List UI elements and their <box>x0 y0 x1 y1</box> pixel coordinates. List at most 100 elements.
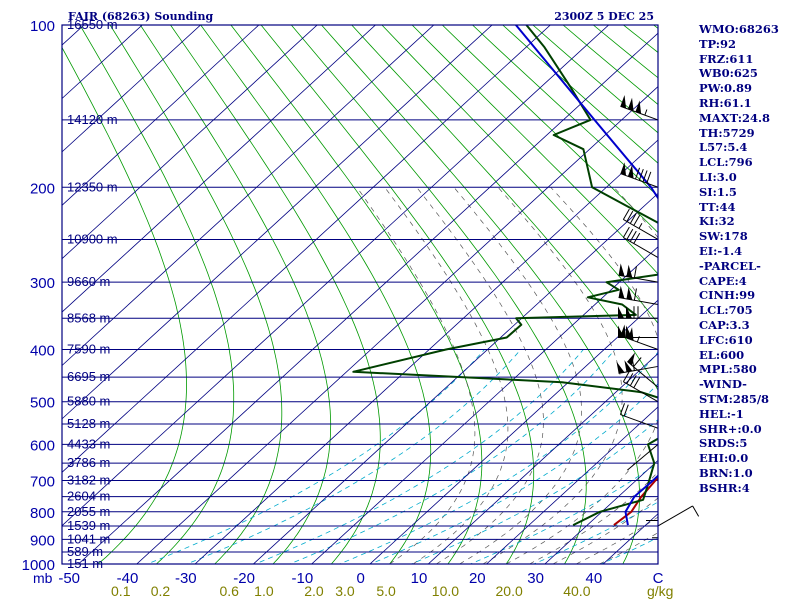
dry-adiabat <box>290 25 587 564</box>
mixing-ratio-line <box>185 349 522 564</box>
sounding-parameter: WMO:68263 <box>699 22 779 36</box>
mixing-ratio-label: 5.0 <box>376 583 396 599</box>
valid-time: 2300Z 5 DEC 25 <box>554 10 654 23</box>
wind-barb-pennant <box>626 264 633 278</box>
wind-barb-flag <box>633 288 637 301</box>
mixing-ratio-label: 10.0 <box>432 583 459 599</box>
dry-adiabat <box>411 25 658 275</box>
sounding-parameter: -WIND- <box>699 377 747 392</box>
isotherm-line <box>485 406 658 564</box>
dry-adiabat <box>139 25 332 564</box>
isobar-lines <box>62 24 658 565</box>
wind-barb-flag <box>633 266 637 279</box>
moist-adiabat <box>384 187 509 564</box>
wind-barb-pennant <box>620 324 627 338</box>
mixing-ratio-line <box>254 349 584 564</box>
wind-barb <box>652 499 659 540</box>
sounding-parameter: EI:-1.4 <box>699 243 743 258</box>
height-label: 5128 m <box>67 416 110 431</box>
temperature-tick-label: -50 <box>58 570 80 587</box>
mixing-ratio-line <box>532 501 658 564</box>
wind-barb-staff <box>627 361 659 388</box>
wind-barb-flag <box>629 212 637 224</box>
wind-barb-pennant <box>627 327 634 341</box>
wind-barb-staff <box>657 505 693 527</box>
height-label: 10900 m <box>67 231 118 246</box>
isotherm-line <box>0 13 39 575</box>
height-label: 2055 m <box>67 504 110 519</box>
wind-barb <box>620 94 659 121</box>
chart-title: FAIR (68263) Sounding <box>68 10 213 23</box>
wind-barb-flag <box>692 505 700 517</box>
isotherm-line <box>311 246 658 564</box>
wind-barb <box>627 444 659 471</box>
pressure-tick-label: 1000 <box>22 557 55 574</box>
wind-barb <box>620 324 659 350</box>
mixing-ratio-line <box>288 349 616 564</box>
isotherm-line <box>62 25 551 473</box>
wind-barb-flag <box>642 170 648 182</box>
isotherm-line <box>62 25 493 420</box>
wind-barb-pennant <box>627 352 636 366</box>
pressure-tick-label: 400 <box>30 343 55 360</box>
temperature-tick-label: -20 <box>233 570 255 587</box>
isotherm-line <box>369 299 658 564</box>
sounding-parameter: TP:92 <box>699 36 737 51</box>
sounding-parameter: EHI:0.0 <box>699 451 749 466</box>
sounding-parameter: EL:600 <box>699 347 745 362</box>
sounding-parameter: CINH:99 <box>699 288 756 303</box>
temperature-tick-label: 0 <box>357 570 365 587</box>
wind-barb-pennant <box>620 162 627 176</box>
sounding-parameter: MPL:580 <box>699 362 757 377</box>
pressure-tick-label: 600 <box>30 437 55 454</box>
height-label: 589 m <box>67 544 103 559</box>
wind-barb-staff <box>623 219 659 240</box>
mixing-ratio-label: 0.6 <box>220 583 240 599</box>
sounding-parameters-list: WMO:68263 TP:92 FRZ:611 WB0:625 PW:0.89 RH:61… <box>699 22 799 496</box>
temperature-tick-label: -10 <box>292 570 314 587</box>
wind-barb-flag <box>633 232 641 244</box>
wind-barb-pennant <box>627 165 634 179</box>
dewpoint-profile <box>352 25 658 526</box>
wind-barb <box>657 505 700 527</box>
sounding-parameter: RH:61.1 <box>699 95 752 110</box>
pressure-tick-label: 300 <box>30 275 55 292</box>
dry-adiabat <box>200 25 432 564</box>
mixing-ratio-unit: g/kg <box>647 583 673 599</box>
sounding-parameter: FRZ:611 <box>699 51 754 66</box>
height-label: 8568 m <box>67 310 110 325</box>
wind-barb-staff <box>620 414 659 429</box>
temperature-tick-label: 10 <box>411 570 428 587</box>
isotherm-line <box>62 25 318 260</box>
sounding-curves <box>352 25 658 526</box>
pressure-tick-label: 800 <box>30 505 55 522</box>
sounding-parameter: CAP:3.3 <box>699 317 750 332</box>
sounding-parameter: KI:32 <box>699 214 735 229</box>
wind-barb <box>627 352 659 388</box>
sounding-parameter: HEL:-1 <box>699 406 744 421</box>
wind-barb-pennant <box>626 287 633 300</box>
temperature-tick-label: -30 <box>175 570 197 587</box>
height-label: 7590 m <box>67 342 110 357</box>
wind-barb-flag <box>629 375 637 386</box>
wind-barb <box>622 208 659 240</box>
isotherm-line <box>136 86 658 564</box>
wind-barb <box>616 358 659 374</box>
sounding-parameter: MAXT:24.8 <box>699 110 770 125</box>
height-label: 6695 m <box>67 369 110 384</box>
mixing-ratio-label: 2.0 <box>304 583 324 599</box>
dry-adiabat <box>381 25 658 324</box>
wind-barb-flag <box>638 168 644 181</box>
temperature-tick-label: 20 <box>469 570 486 587</box>
sounding-parameter: TH:5729 <box>699 125 755 140</box>
pressure-tick-label: 500 <box>30 395 55 412</box>
temperature-tick-label: 30 <box>527 570 544 587</box>
wind-barb-flag <box>629 230 637 242</box>
sounding-parameter: SW:178 <box>699 229 748 244</box>
mixing-ratio-line <box>369 383 658 564</box>
wind-barb-pennant <box>618 285 625 299</box>
wind-barb-flag <box>626 210 634 222</box>
sounding-parameter: LFC:610 <box>699 332 753 347</box>
sounding-parameter: -PARCEL- <box>699 258 761 273</box>
wind-barb-staff <box>620 335 659 350</box>
